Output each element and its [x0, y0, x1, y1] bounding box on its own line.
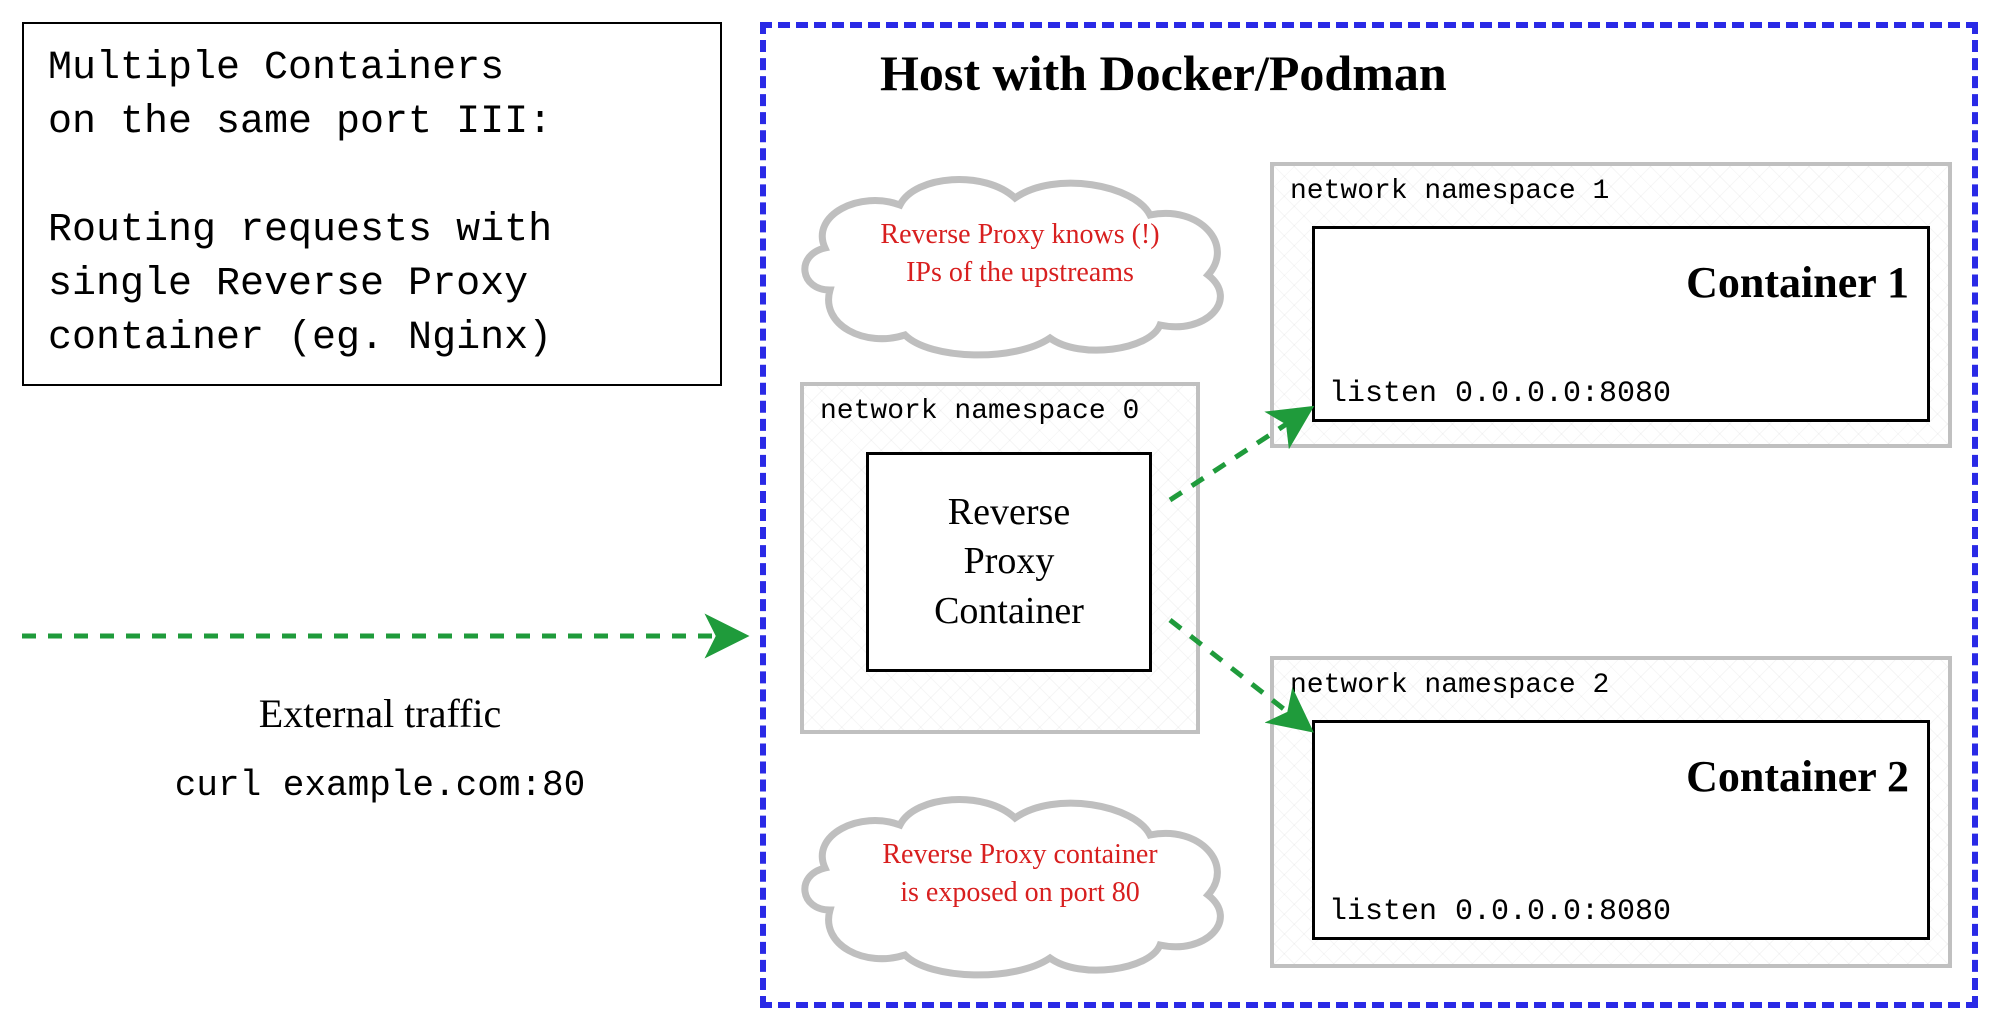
proxy-line3: Container	[934, 590, 1084, 632]
container-1-listen: listen 0.0.0.0:8080	[1329, 377, 1671, 411]
title-line3: Routing requests with	[48, 208, 552, 253]
proxy-line1: Reverse	[948, 491, 1070, 533]
title-line4: single Reverse Proxy	[48, 262, 528, 307]
title-line5: container (eg. Nginx)	[48, 316, 552, 361]
container-2-listen: listen 0.0.0.0:8080	[1329, 895, 1671, 929]
ns2-title: network namespace 2	[1290, 670, 1609, 701]
host-title: Host with Docker/Podman	[880, 44, 1447, 102]
title-box: Multiple Containers on the same port III…	[22, 22, 722, 386]
container-2: Container 2 listen 0.0.0.0:8080	[1312, 720, 1930, 940]
cloud-note-port80-top: Reverse Proxy container is exposed on po…	[820, 836, 1220, 912]
external-label: External traffic	[120, 690, 640, 737]
title-line2: on the same port III:	[48, 100, 552, 145]
ns0-title: network namespace 0	[820, 396, 1139, 427]
proxy-line2: Proxy	[964, 540, 1055, 582]
external-command: curl example.com:80	[120, 765, 640, 806]
container-1-title: Container 1	[1686, 257, 1909, 308]
external-traffic-label: External traffic curl example.com:80	[120, 690, 640, 806]
cloud-note-upstreams-top: Reverse Proxy knows (!) IPs of the upstr…	[820, 216, 1220, 292]
container-1: Container 1 listen 0.0.0.0:8080	[1312, 226, 1930, 422]
ns1-title: network namespace 1	[1290, 176, 1609, 207]
reverse-proxy-container: Reverse Proxy Container	[866, 452, 1152, 672]
container-2-title: Container 2	[1686, 751, 1909, 802]
title-line1: Multiple Containers	[48, 46, 504, 91]
